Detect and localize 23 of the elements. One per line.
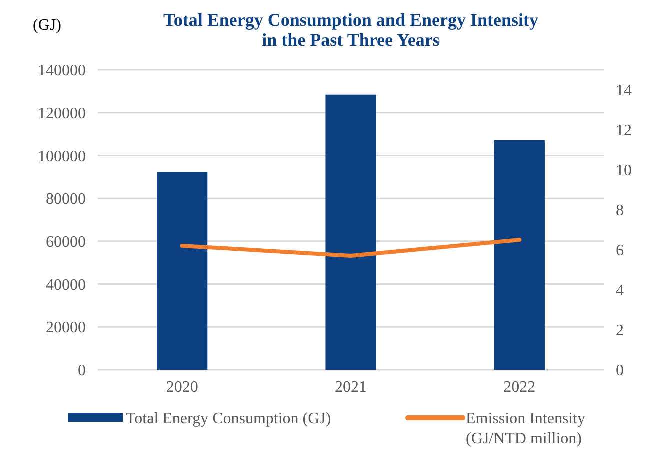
y2-tick-label: 14 (616, 82, 632, 100)
chart-title: Total Energy Consumption and Energy Intensity in the Past Three Years (164, 10, 538, 50)
y2-tick-label: 2 (616, 322, 624, 340)
y2-tick-label: 12 (616, 122, 632, 140)
y-tick-label: 120000 (38, 105, 86, 122)
x-tick-label: 2021 (335, 379, 367, 396)
x-tick-label: 2020 (166, 379, 198, 396)
y-tick-label: 80000 (46, 191, 86, 208)
y2-tick-label: 4 (616, 282, 624, 300)
y-axis-title: (GJ) (33, 17, 62, 34)
y-tick-label: 0 (78, 362, 86, 380)
y2-tick-label: 8 (616, 202, 624, 220)
y-tick-label: 40000 (46, 276, 86, 294)
y-tick-label: 20000 (46, 320, 86, 337)
y2-tick-label: 10 (616, 162, 632, 180)
y2-tick-label: 0 (616, 362, 624, 380)
y-tick-label: 140000 (38, 62, 86, 80)
y-tick-label: 100000 (38, 148, 86, 166)
x-tick-label: 2022 (504, 379, 536, 396)
legend-label: Total Energy Consumption (GJ) (126, 410, 332, 428)
y2-tick-label: 6 (616, 242, 624, 260)
legend-label: Emission Intensity (GJ/NTD million) (466, 410, 586, 448)
y-tick-label: 60000 (46, 234, 86, 252)
